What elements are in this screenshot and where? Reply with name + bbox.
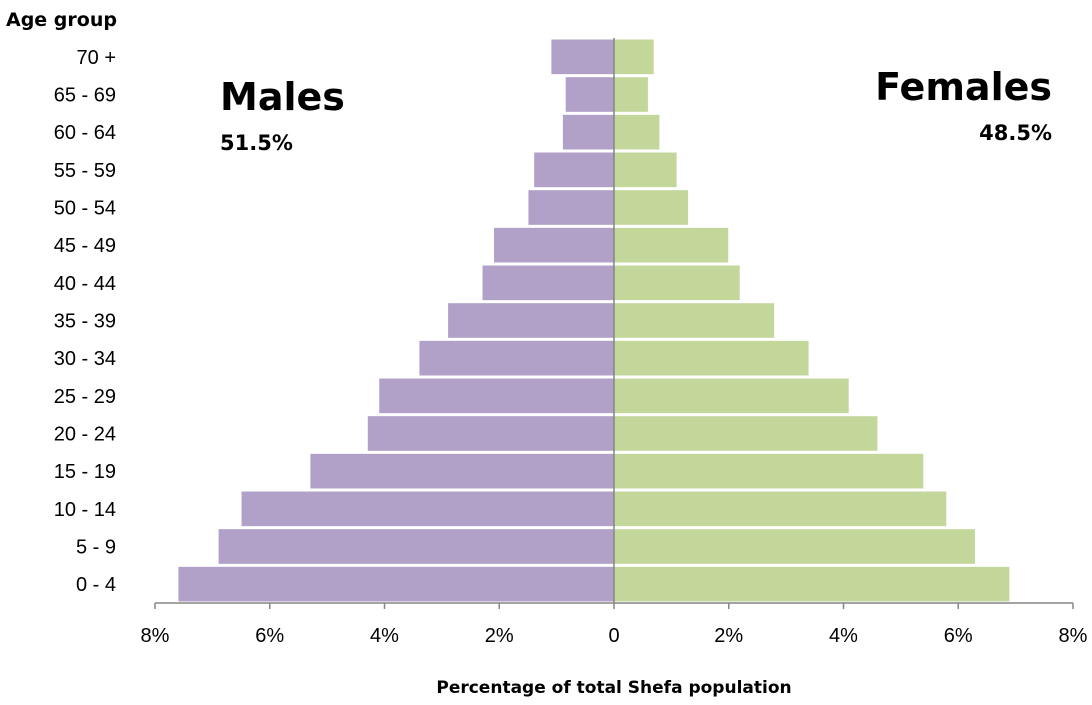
female-bar-10-14 — [613, 490, 948, 528]
male-bar-30-34 — [418, 339, 615, 377]
x-tick-label: 6% — [944, 625, 973, 647]
y-tick-label-25-29: 25 - 29 — [54, 386, 116, 408]
x-tick-label: 8% — [1059, 625, 1088, 647]
male-bar-35-39 — [447, 302, 615, 339]
male-bar-50-54 — [527, 189, 615, 226]
male-bar-40-44 — [481, 264, 615, 302]
y-tick-label-65-69: 65 - 69 — [54, 85, 116, 107]
axes-group: 0 - 4 5 - 9 10 - 14 15 - 19 20 - 24 25 - 29 30… — [54, 38, 1088, 647]
x-tick-label: 2% — [714, 625, 743, 647]
y-tick-label-15-19: 15 - 19 — [54, 461, 116, 483]
male-bar-70plus — [550, 38, 615, 76]
female-bar-35-39 — [613, 302, 776, 339]
female-bar-55-59 — [613, 151, 678, 189]
y-tick-label-60-64: 60 - 64 — [54, 122, 116, 144]
male-bar-65-69 — [564, 76, 615, 113]
male-bar-10-14 — [240, 490, 615, 528]
y-tick-label-35-39: 35 - 39 — [54, 311, 116, 333]
males-percentage: 51.5% — [220, 131, 293, 155]
y-tick-label-5-9: 5 - 9 — [76, 537, 116, 559]
females-percentage: 48.5% — [979, 121, 1052, 145]
female-bar-5-9 — [613, 528, 976, 565]
x-tick-label: 4% — [370, 625, 399, 647]
female-bar-25-29 — [613, 377, 850, 415]
male-bar-25-29 — [378, 377, 615, 415]
x-tick-label: 0 — [608, 625, 619, 647]
y-tick-label-50-54: 50 - 54 — [54, 198, 116, 220]
y-tick-label-45-49: 45 - 49 — [54, 235, 116, 257]
male-bar-20-24 — [366, 415, 615, 452]
y-tick-label-10-14: 10 - 14 — [54, 499, 116, 521]
female-bar-40-44 — [613, 264, 741, 302]
female-bar-0-4 — [613, 565, 1011, 603]
females-title: Females — [875, 65, 1052, 109]
male-bar-55-59 — [533, 151, 615, 189]
male-bar-0-4 — [177, 565, 615, 603]
female-bar-45-49 — [613, 226, 730, 264]
y-tick-label-55-59: 55 - 59 — [54, 160, 116, 182]
y-tick-label-20-24: 20 - 24 — [54, 424, 116, 446]
female-bar-65-69 — [613, 76, 649, 113]
female-bar-60-64 — [613, 113, 661, 151]
y-axis-title: Age group — [6, 9, 117, 31]
male-bar-5-9 — [217, 528, 615, 565]
male-bar-45-49 — [493, 226, 615, 264]
female-bar-30-34 — [613, 339, 810, 377]
female-bar-15-19 — [613, 452, 925, 490]
female-bar-70plus — [613, 38, 655, 76]
x-tick-label: 4% — [829, 625, 858, 647]
y-tick-label-30-34: 30 - 34 — [54, 348, 116, 370]
x-tick-label: 6% — [255, 625, 284, 647]
y-tick-label-40-44: 40 - 44 — [54, 273, 116, 295]
x-axis-title: Percentage of total Shefa population — [436, 678, 791, 698]
female-bar-20-24 — [613, 415, 879, 452]
male-bar-60-64 — [561, 113, 615, 151]
female-bar-50-54 — [613, 189, 690, 226]
male-bar-15-19 — [309, 452, 615, 490]
y-tick-label-70plus: 70 + — [77, 47, 116, 69]
bars-group — [177, 38, 1011, 603]
x-tick-label: 2% — [485, 625, 514, 647]
y-tick-label-0-4: 0 - 4 — [76, 574, 116, 596]
males-title: Males — [220, 75, 345, 119]
x-tick-label: 8% — [141, 625, 170, 647]
